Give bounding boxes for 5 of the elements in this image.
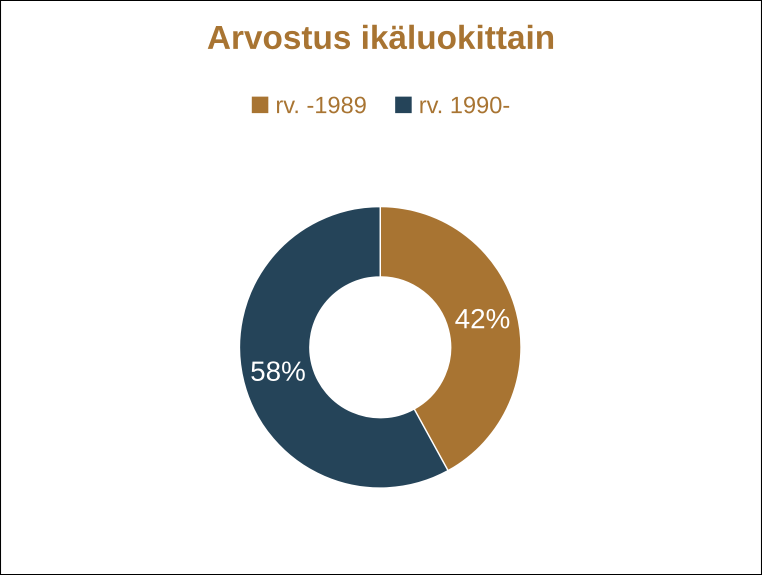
data-label: 58%: [251, 361, 305, 382]
chart-title: Arvostus ikäluokittain: [208, 24, 554, 50]
legend-label: rv. 1990-: [420, 96, 510, 114]
data-label: 42%: [455, 308, 510, 328]
legend-label: rv. -1989: [276, 96, 366, 114]
